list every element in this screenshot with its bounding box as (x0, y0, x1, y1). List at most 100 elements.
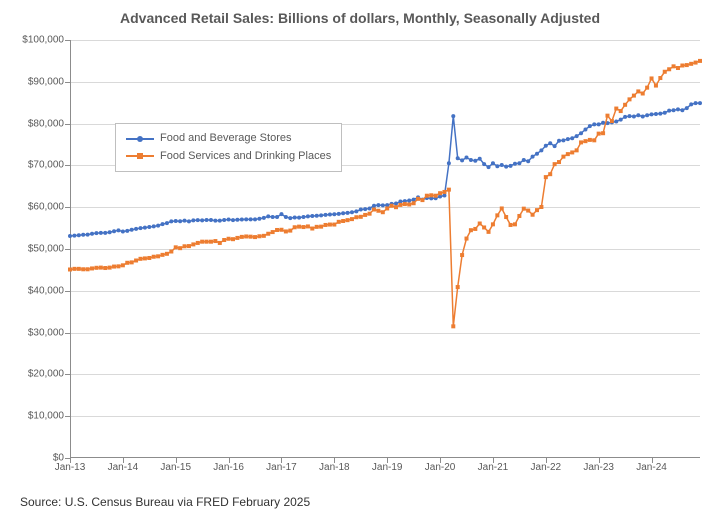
series-marker (324, 213, 328, 217)
series-marker (99, 231, 103, 235)
series-marker (200, 218, 204, 222)
series-marker (213, 239, 217, 243)
series-marker (526, 209, 530, 213)
series-marker (293, 225, 297, 229)
series-marker (601, 131, 605, 135)
series-marker (416, 197, 420, 201)
legend-swatch (126, 134, 154, 144)
series-marker (667, 109, 671, 113)
series-marker (138, 257, 142, 261)
series-marker (196, 241, 200, 245)
series-marker (544, 175, 548, 179)
series-marker (588, 138, 592, 142)
series-marker (169, 250, 173, 254)
series-marker (601, 121, 605, 125)
series-marker (491, 222, 495, 226)
x-axis-label: Jan-20 (425, 458, 456, 473)
series-marker (689, 62, 693, 66)
series-marker (275, 215, 279, 219)
series-marker (469, 228, 473, 232)
y-axis-label: $90,000 (28, 76, 70, 87)
series-marker (240, 218, 244, 222)
series-marker (548, 141, 552, 145)
series-marker (544, 144, 548, 148)
series-marker (650, 112, 654, 116)
y-axis-label: $20,000 (28, 369, 70, 380)
series-marker (460, 253, 464, 257)
series-marker (363, 207, 367, 211)
y-axis-label: $60,000 (28, 202, 70, 213)
series-marker (337, 220, 341, 224)
series-marker (491, 161, 495, 165)
series-marker (249, 217, 253, 221)
series-marker (469, 158, 473, 162)
series-marker (143, 256, 147, 260)
series-marker (438, 191, 442, 195)
series-marker (222, 218, 226, 222)
series-marker (99, 266, 103, 270)
series-marker (698, 59, 702, 63)
series-marker (658, 112, 662, 116)
series-marker (425, 194, 429, 198)
series-marker (350, 210, 354, 214)
series-marker (165, 221, 169, 225)
series-marker (297, 225, 301, 229)
series-marker (152, 255, 156, 259)
series-marker (478, 222, 482, 226)
series-marker (645, 86, 649, 90)
series-marker (685, 106, 689, 110)
series-marker (473, 159, 477, 163)
series-marker (372, 204, 376, 208)
series-marker (174, 245, 178, 249)
series-marker (103, 231, 107, 235)
series-marker (319, 213, 323, 217)
series-marker (310, 214, 314, 218)
series-marker (680, 63, 684, 67)
series-marker (253, 217, 257, 221)
series-marker (592, 122, 596, 126)
x-axis-label: Jan-19 (372, 458, 403, 473)
series-marker (121, 263, 125, 267)
series-marker (271, 230, 275, 234)
series-marker (539, 205, 543, 209)
x-axis-label: Jan-24 (636, 458, 667, 473)
series-marker (689, 102, 693, 106)
series-marker (359, 215, 363, 219)
series-marker (561, 138, 565, 142)
series-marker (570, 136, 574, 140)
y-axis-label: $100,000 (22, 35, 70, 46)
series-marker (676, 66, 680, 70)
series-marker (583, 127, 587, 131)
series-marker (103, 266, 107, 270)
series-marker (623, 115, 627, 119)
series-marker (125, 261, 129, 265)
series-marker (306, 224, 310, 228)
series-marker (522, 158, 526, 162)
series-marker (227, 237, 231, 241)
series-marker (685, 63, 689, 67)
series-marker (614, 120, 618, 124)
series-marker (108, 230, 112, 234)
series-marker (156, 254, 160, 258)
series-marker (354, 209, 358, 213)
series-marker (548, 172, 552, 176)
series-marker (583, 139, 587, 143)
series-marker (394, 201, 398, 205)
plot-area: $0$10,000$20,000$30,000$40,000$50,000$60… (70, 40, 700, 458)
series-marker (86, 233, 90, 237)
series-marker (341, 211, 345, 215)
series-marker (77, 267, 81, 271)
series-marker (442, 193, 446, 197)
series-marker (337, 212, 341, 216)
series-marker (301, 225, 305, 229)
series-marker (205, 218, 209, 222)
series-marker (456, 156, 460, 160)
series-marker (156, 224, 160, 228)
series-marker (694, 101, 698, 105)
series-marker (495, 164, 499, 168)
series-marker (385, 206, 389, 210)
series-marker (504, 215, 508, 219)
series-marker (513, 162, 517, 166)
series-marker (130, 260, 134, 264)
series-marker (557, 160, 561, 164)
